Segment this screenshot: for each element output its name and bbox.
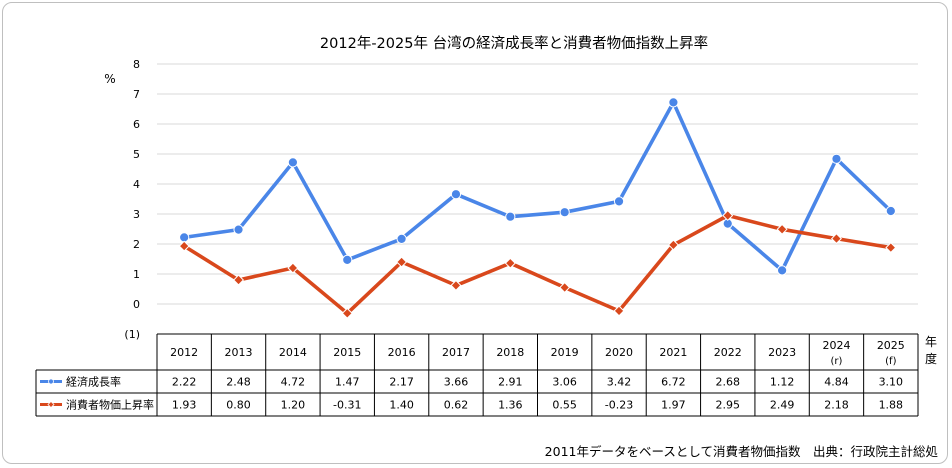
data-label: 1.47 <box>335 376 360 389</box>
data-point <box>287 157 298 168</box>
data-label: 1.97 <box>661 399 686 412</box>
x-tick-label: 2021 <box>659 346 687 359</box>
data-point <box>450 279 462 291</box>
data-point <box>830 233 842 245</box>
data-point <box>668 97 679 108</box>
data-point <box>559 207 570 218</box>
data-point <box>342 254 353 265</box>
data-point <box>178 240 190 252</box>
data-point <box>233 274 245 286</box>
data-point <box>341 307 353 319</box>
x-tick-label: 2012 <box>170 346 198 359</box>
y-tick-label: 2 <box>133 238 140 251</box>
data-label: 2.22 <box>172 376 197 389</box>
data-point <box>450 189 462 200</box>
data-label: 0.62 <box>444 399 469 412</box>
x-tick-label: 2020 <box>605 346 633 359</box>
footnote: 2011年データをベースとして消費者物価指数 出典：行政院主計総処 <box>545 444 939 459</box>
data-point <box>831 153 842 164</box>
data-label: 3.42 <box>607 376 632 389</box>
series-line <box>182 100 893 273</box>
y-tick-label: 8 <box>133 58 140 71</box>
y-tick-label: 4 <box>133 178 140 191</box>
data-label: -0.31 <box>333 399 361 412</box>
x-tick-label: 2016 <box>388 346 416 359</box>
data-label: 3.66 <box>444 376 469 389</box>
legend-key-marker <box>48 378 54 385</box>
data-label: 1.93 <box>172 399 197 412</box>
x-tick-note: (f) <box>885 356 896 367</box>
y-tick-label: 1 <box>133 268 140 281</box>
data-label: 1.88 <box>879 399 904 412</box>
x-tick-label: 2024 <box>822 339 850 352</box>
data-point <box>233 224 244 235</box>
data-label: 2.68 <box>716 376 741 389</box>
data-label: 3.06 <box>552 376 577 389</box>
series-lines <box>182 100 893 316</box>
data-label: 1.36 <box>498 399 523 412</box>
y-axis-label: % <box>104 72 115 86</box>
data-point <box>777 265 788 276</box>
series-line <box>182 213 893 316</box>
data-label: -0.23 <box>605 399 633 412</box>
x-tick-label: 2017 <box>442 346 470 359</box>
x-tick-label: 2013 <box>225 346 253 359</box>
y-tick-labels: 8 7 6 5 4 3 2 1 0 (1) <box>124 58 140 341</box>
series-markers <box>178 97 897 319</box>
data-point <box>667 239 679 251</box>
data-point <box>287 262 299 274</box>
data-label: 3.10 <box>879 376 904 389</box>
data-point <box>559 281 571 294</box>
data-point <box>885 205 896 217</box>
data-point <box>504 257 516 269</box>
data-label: 1.12 <box>770 376 795 389</box>
x-axis-label-char-2: 度 <box>925 351 937 366</box>
data-point <box>613 196 625 207</box>
x-tick-label: 2014 <box>279 346 307 359</box>
data-point <box>776 223 788 235</box>
x-tick-label: 2015 <box>333 346 361 359</box>
y-tick-label: 3 <box>133 208 140 221</box>
data-label: 6.72 <box>661 376 686 389</box>
data-label: 4.84 <box>824 376 849 389</box>
data-point <box>396 256 408 268</box>
y-tick-label: 5 <box>133 148 140 161</box>
data-point <box>722 209 734 222</box>
y-tick-label: 0 <box>133 298 140 311</box>
legend-label: 消費者物価上昇率 <box>66 398 154 412</box>
data-label: 2.91 <box>498 376 523 389</box>
data-label: 2.17 <box>389 376 414 389</box>
data-label: 1.20 <box>281 399 306 412</box>
x-tick-note: (r) <box>831 356 843 367</box>
gridlines <box>157 63 918 305</box>
data-label: 0.55 <box>552 399 577 412</box>
data-point <box>505 211 516 222</box>
x-tick-label: 2025 <box>877 339 905 352</box>
data-point <box>885 242 897 254</box>
data-point <box>613 305 625 317</box>
legend-key-marker <box>47 400 55 409</box>
y-tick-label: (1) <box>124 328 140 341</box>
x-tick-label: 2022 <box>714 346 742 359</box>
data-table: 2012 2013 2014 2015 2016 2017 2018 2019 2020 2021… <box>35 333 919 417</box>
x-axis-label-char-1: 年 <box>925 335 937 349</box>
data-point <box>396 233 407 244</box>
y-tick-label: 7 <box>133 88 140 101</box>
data-label: 2.48 <box>226 376 251 389</box>
data-label: 2.49 <box>770 399 795 412</box>
data-label: 2.95 <box>716 399 741 412</box>
x-tick-label: 2023 <box>768 346 796 359</box>
data-label: 1.40 <box>389 399 414 412</box>
x-tick-label: 2018 <box>496 346 524 359</box>
chart-title: 2012年-2025年 台湾の経済成長率と消費者物価指数上昇率 <box>320 35 708 52</box>
data-label: 2.18 <box>824 399 849 412</box>
y-tick-label: 6 <box>133 118 140 131</box>
x-tick-label: 2019 <box>551 346 579 359</box>
legend-label: 経済成長率 <box>66 375 121 389</box>
data-label: 4.72 <box>281 376 306 389</box>
data-label: 0.80 <box>226 399 251 412</box>
